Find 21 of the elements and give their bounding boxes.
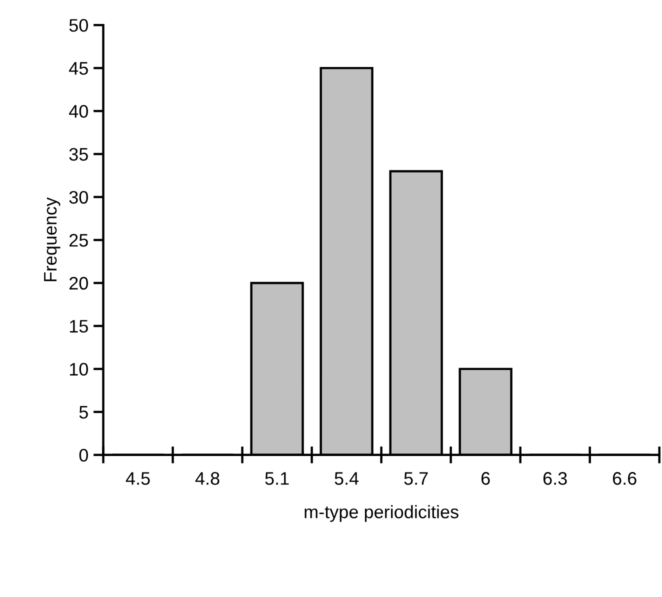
y-tick-label: 0 — [79, 448, 88, 462]
y-axis-title: Frequency — [44, 197, 60, 282]
x-tick-label: 6 — [481, 472, 490, 485]
y-tick-label: 20 — [70, 276, 88, 290]
x-axis-title: m-type periodicities — [304, 505, 458, 522]
x-tick-label: 6.6 — [612, 472, 636, 485]
x-tick-label: 4.8 — [195, 472, 220, 485]
y-tick-label: 50 — [69, 19, 88, 32]
x-tick-label: 4.5 — [126, 472, 150, 485]
x-tick-label: 6.3 — [543, 472, 567, 485]
y-tick-label: 35 — [69, 148, 88, 161]
x-tick-label: 5.4 — [334, 472, 359, 485]
y-tick-label: 30 — [69, 190, 88, 204]
y-tick-label: 25 — [70, 234, 88, 247]
y-tick-label: 15 — [70, 320, 88, 333]
y-tick-label: 5 — [79, 406, 88, 419]
x-tick-label: 5.7 — [404, 472, 428, 485]
y-tick-label: 10 — [70, 362, 88, 376]
x-tick-label: 5.1 — [265, 472, 289, 485]
y-tick-label: 40 — [69, 104, 88, 118]
y-tick-label: 45 — [69, 62, 88, 75]
